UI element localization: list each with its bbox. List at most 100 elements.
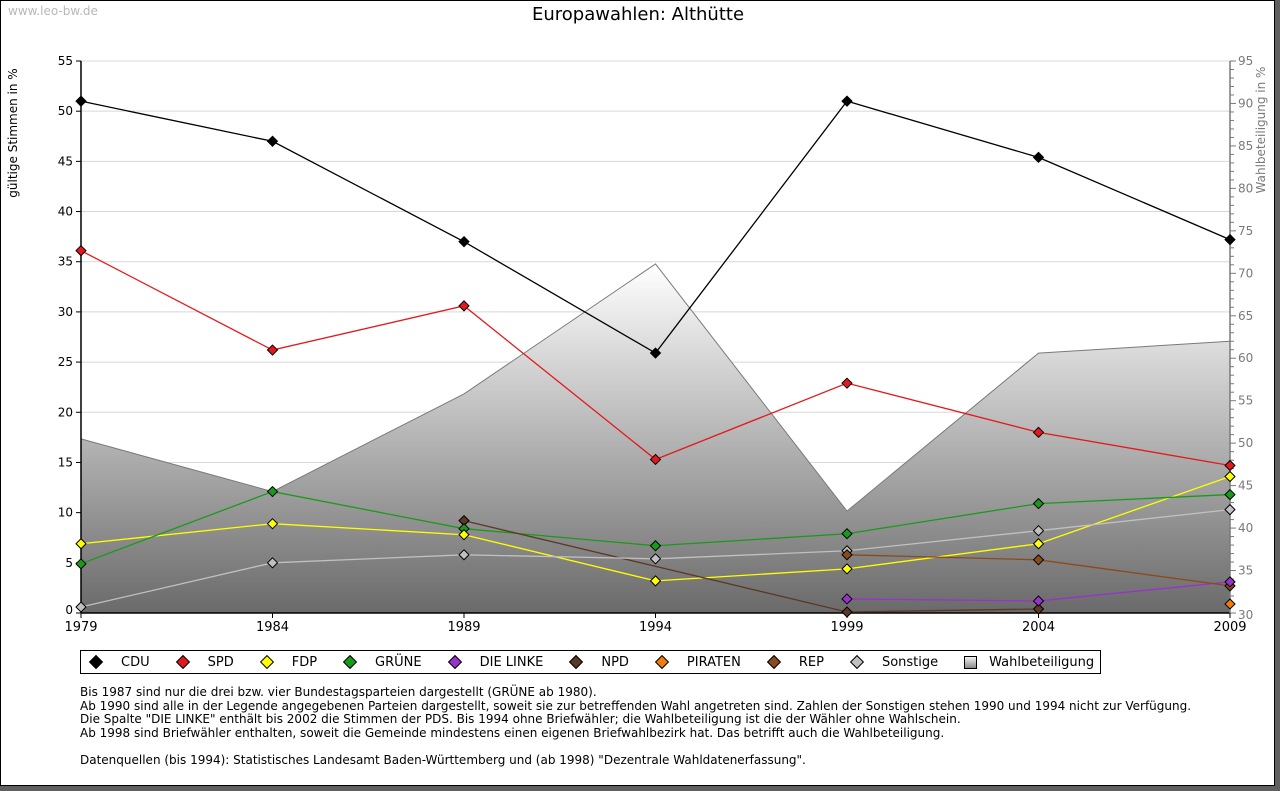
data-point-spd bbox=[1032, 426, 1045, 439]
y-tick-label-right: 85 bbox=[1238, 139, 1253, 153]
note-line: Die Spalte "DIE LINKE" enthält bis 2002 … bbox=[80, 712, 961, 726]
data-point-spd bbox=[1224, 459, 1236, 472]
data-point-npd bbox=[841, 606, 853, 618]
legend-item: DIE LINKE bbox=[444, 654, 544, 670]
legend-item: Sonstige bbox=[846, 655, 938, 670]
data-point-sonstige bbox=[75, 601, 87, 613]
turnout-area bbox=[81, 263, 1230, 613]
legend-diamond-icon bbox=[88, 654, 104, 670]
data-point-fdp bbox=[649, 575, 662, 587]
y-tick-label-left: 0 bbox=[65, 603, 73, 617]
y-tick-label-left: 55 bbox=[58, 54, 73, 68]
data-point-cdu bbox=[458, 235, 470, 248]
legend-label: Sonstige bbox=[881, 654, 939, 670]
legend-item: Wahlbeteiligung bbox=[960, 655, 1094, 670]
x-tick-label: 1984 bbox=[256, 620, 289, 635]
legend-diamond-icon bbox=[569, 654, 584, 670]
data-point-die-linke bbox=[841, 593, 853, 605]
source-line: Datenquellen (bis 1994): Statistisches L… bbox=[80, 752, 806, 767]
legend-label: DIE LINKE bbox=[479, 654, 544, 670]
legend-item: FDP bbox=[256, 655, 317, 670]
y-tick-label-right: 30 bbox=[1238, 608, 1253, 622]
legend-label: PIRATEN bbox=[686, 654, 741, 670]
legend-diamond-icon bbox=[766, 654, 781, 670]
y-tick-label-left: 35 bbox=[58, 255, 73, 269]
data-point-fdp bbox=[458, 529, 470, 541]
legend-item: SPD bbox=[172, 655, 234, 670]
data-point-sonstige bbox=[1224, 503, 1236, 516]
data-point-cdu bbox=[1224, 233, 1236, 246]
data-point-die-linke bbox=[1032, 595, 1045, 607]
y-axis-label-left: gültige Stimmen in % bbox=[6, 68, 20, 197]
x-tick-label: 1989 bbox=[447, 620, 480, 635]
y-tick-label-right: 55 bbox=[1238, 394, 1253, 408]
legend-label: NPD bbox=[601, 654, 629, 670]
y-tick-label-left: 25 bbox=[58, 355, 73, 369]
legend-diamond-icon bbox=[654, 654, 669, 670]
data-point-spd bbox=[841, 377, 853, 389]
y-tick-label-right: 95 bbox=[1238, 54, 1253, 68]
data-point-fdp bbox=[1032, 538, 1045, 550]
data-point-fdp bbox=[1224, 470, 1236, 483]
x-tick-label: 1994 bbox=[639, 620, 672, 635]
data-point-fdp bbox=[266, 517, 279, 530]
y-tick-label-right: 35 bbox=[1238, 564, 1253, 578]
data-point-sonstige bbox=[649, 553, 662, 565]
series-markers bbox=[75, 95, 1236, 618]
data-point-spd bbox=[75, 244, 87, 257]
y-tick-label-right: 65 bbox=[1238, 309, 1253, 323]
data-point-rep bbox=[1032, 554, 1045, 566]
data-point-cdu bbox=[841, 95, 853, 107]
y-tick-label-left: 50 bbox=[58, 104, 73, 118]
data-point-sonstige bbox=[1032, 524, 1045, 537]
legend-item: PIRATEN bbox=[651, 655, 741, 670]
data-point-grüne bbox=[266, 485, 279, 498]
y-tick-label-left: 10 bbox=[58, 506, 73, 520]
data-point-grüne bbox=[649, 540, 662, 552]
y-tick-label-left: 40 bbox=[58, 205, 73, 219]
data-point-piraten bbox=[1224, 598, 1236, 610]
data-point-spd bbox=[266, 344, 279, 356]
y-tick-label-left: 20 bbox=[58, 405, 73, 419]
data-point-spd bbox=[649, 453, 662, 466]
y-tick-label-right: 45 bbox=[1238, 479, 1253, 493]
x-tick-label: 2009 bbox=[1213, 620, 1246, 635]
data-point-sonstige bbox=[266, 557, 279, 569]
legend-square-icon bbox=[964, 655, 978, 669]
legend-label: FDP bbox=[291, 654, 318, 670]
legend-diamond-icon bbox=[342, 654, 358, 670]
y-tick-label-left: 30 bbox=[58, 305, 73, 319]
y-tick-label-right: 60 bbox=[1238, 351, 1253, 365]
y-tick-label-right: 50 bbox=[1238, 436, 1253, 450]
data-point-cdu bbox=[649, 347, 662, 359]
x-tick-label: 1999 bbox=[830, 620, 863, 635]
legend-item: REP bbox=[763, 655, 824, 670]
legend-diamond-icon bbox=[259, 654, 274, 670]
legend-label: REP bbox=[798, 654, 824, 670]
y-tick-label-left: 15 bbox=[58, 455, 73, 469]
data-point-rep bbox=[841, 549, 853, 561]
data-point-grüne bbox=[1032, 497, 1045, 510]
note-line: Bis 1987 sind nur die drei bzw. vier Bun… bbox=[80, 685, 597, 699]
legend-diamond-icon bbox=[447, 654, 462, 670]
notes: Bis 1987 sind nur die drei bzw. vier Bun… bbox=[80, 685, 1192, 767]
note-line: Ab 1990 sind alle in der Legende angegeb… bbox=[80, 698, 1192, 713]
data-point-cdu bbox=[75, 95, 87, 107]
data-point-fdp bbox=[75, 538, 87, 550]
legend-label: CDU bbox=[121, 654, 150, 670]
x-tick-label: 1979 bbox=[64, 620, 97, 635]
legend-diamond-icon bbox=[175, 654, 190, 670]
legend-item: GRÜNE bbox=[339, 655, 422, 670]
data-point-die-linke bbox=[1224, 576, 1236, 588]
data-point-sonstige bbox=[458, 549, 470, 561]
y-tick-label-right: 70 bbox=[1238, 266, 1253, 280]
data-point-grüne bbox=[841, 528, 853, 540]
x-tick-label: 2004 bbox=[1022, 620, 1055, 635]
y-tick-label-right: 80 bbox=[1238, 181, 1253, 195]
legend-item: CDU bbox=[85, 655, 150, 670]
legend: CDU SPD FDP GRÜNE DIE LINKE NPD PIRATEN REP Sons… bbox=[80, 650, 1102, 674]
legend-label: SPD bbox=[207, 654, 234, 670]
data-point-fdp bbox=[841, 563, 853, 575]
legend-label: GRÜNE bbox=[375, 654, 422, 670]
